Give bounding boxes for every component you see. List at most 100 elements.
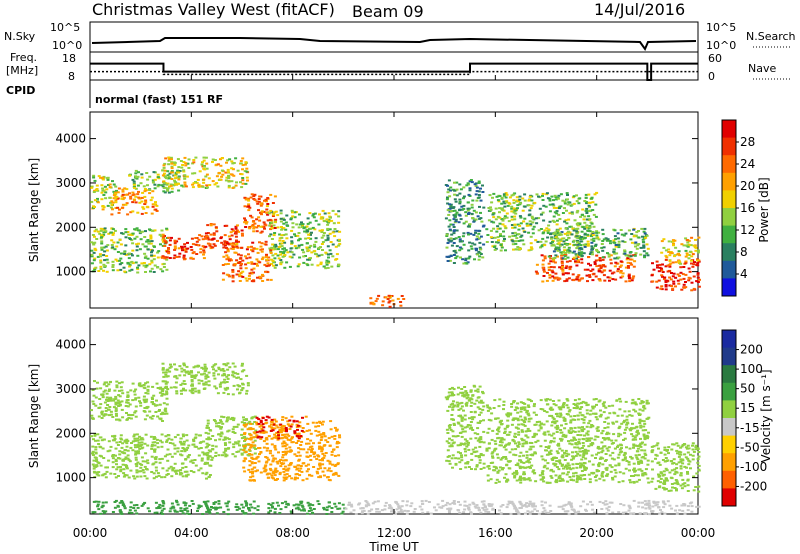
- power-cell-14: [563, 255, 567, 258]
- power-cell-11: [453, 193, 457, 196]
- velocity-cell-7: [523, 504, 527, 507]
- power-cell-15: [696, 276, 700, 279]
- velocity-cell-3: [236, 442, 240, 445]
- power-cell-3: [240, 186, 244, 189]
- power-cell-11: [477, 237, 481, 240]
- velocity-cell-0: [128, 403, 132, 406]
- power-cell-6: [212, 223, 216, 226]
- power-cell-4: [99, 255, 102, 258]
- velocity-cell-0: [160, 394, 164, 397]
- power-cell-14: [637, 236, 641, 239]
- power-cell-8: [313, 228, 317, 231]
- power-cell-14: [557, 242, 561, 245]
- velocity-cell-3: [242, 444, 246, 447]
- velocity-cell-1: [190, 376, 194, 378]
- velocity-cell-3: [220, 431, 224, 434]
- power-cell-13: [548, 276, 552, 279]
- velocity-cell-0: [133, 393, 137, 396]
- velocity-cell-8: [482, 405, 486, 408]
- power-cell-13: [608, 269, 612, 272]
- power-cell-12: [570, 211, 574, 214]
- power-cell-12: [513, 226, 517, 229]
- velocity-cell-1: [202, 367, 205, 370]
- power-cell-14: [567, 237, 571, 240]
- power-cell-8: [318, 213, 321, 216]
- velocity-cell-6: [303, 509, 306, 512]
- velocity-cell-4: [248, 460, 252, 463]
- power-cell-0: [93, 189, 97, 192]
- velocity-cell-0: [114, 403, 118, 406]
- power-cell-7: [252, 195, 256, 198]
- power-cell-11: [450, 206, 454, 209]
- velocity-cell-1: [200, 366, 204, 369]
- power-cell-13: [598, 257, 602, 259]
- power-cell-12: [548, 203, 552, 206]
- velocity-cell-2: [123, 439, 127, 442]
- power-cell-7: [248, 226, 252, 228]
- velocity-cell-4: [305, 477, 309, 480]
- velocity-cell-8: [465, 397, 469, 400]
- power-cell-15: [668, 263, 672, 266]
- velocity-cell-2: [202, 453, 206, 456]
- power-cell-8: [326, 223, 330, 226]
- power-cell-4: [150, 254, 154, 257]
- power-cell-3: [220, 157, 224, 160]
- velocity-cell-0: [121, 392, 125, 395]
- power-cell-4: [116, 241, 120, 244]
- velocity-cell-2: [137, 450, 140, 453]
- power-cell-3: [192, 182, 196, 185]
- power-cell-16: [678, 254, 682, 257]
- velocity-cell-7: [484, 506, 487, 509]
- power-cell-8: [317, 223, 321, 226]
- velocity-cell-6: [153, 511, 157, 514]
- power-cell-4: [153, 229, 157, 232]
- power-cell-1: [155, 210, 159, 212]
- power-cell-8: [291, 226, 295, 229]
- velocity-cell-5: [261, 429, 265, 432]
- power-cell-10: [372, 303, 376, 306]
- power-cell-8: [310, 263, 314, 266]
- velocity-cell-0: [145, 407, 149, 410]
- velocity-cell-8: [460, 388, 464, 390]
- power-cell-8: [292, 253, 296, 256]
- power-cell-4: [145, 240, 149, 243]
- power-cell-7: [264, 200, 268, 203]
- power-cell-12: [510, 239, 514, 242]
- velocity-cell-2: [91, 463, 95, 466]
- power-cell-8: [335, 258, 339, 260]
- power-cell-16: [674, 261, 678, 264]
- power-cell-4: [157, 250, 161, 253]
- power-cell-13: [576, 275, 580, 278]
- power-cell-12: [517, 240, 521, 242]
- power-cell-13: [575, 278, 579, 281]
- power-cell-11: [475, 235, 479, 238]
- velocity-cell-9: [593, 438, 597, 441]
- power-cell-13: [612, 271, 616, 274]
- power-cell-15: [662, 278, 666, 281]
- velocity-cell-4: [273, 474, 277, 477]
- velocity-cell-4: [281, 456, 285, 459]
- velocity-cell-2: [165, 439, 169, 442]
- velocity-cell-7: [528, 500, 532, 503]
- power-cell-4: [137, 229, 140, 232]
- power-cell-2: [173, 181, 177, 184]
- velocity-cell-4: [328, 444, 332, 447]
- power-cell-3: [164, 176, 167, 179]
- velocity-cell-3: [253, 452, 257, 455]
- velocity-cell-4: [310, 449, 314, 452]
- velocity-cell-9: [618, 448, 622, 451]
- power-cell-8: [334, 245, 338, 248]
- power-cell-8: [327, 253, 330, 256]
- velocity-cell-8: [462, 395, 466, 398]
- velocity-cell-4: [254, 470, 258, 473]
- power-cell-4: [150, 240, 154, 243]
- power-cell-7: [265, 208, 269, 211]
- power-cell-11: [466, 225, 470, 228]
- power-cell-12: [500, 246, 504, 249]
- velocity-cell-5: [255, 431, 259, 434]
- power-cell-3: [205, 162, 209, 165]
- velocity-cell-7: [467, 508, 471, 511]
- power-cell-4: [156, 266, 160, 269]
- velocity-cell-6: [101, 510, 105, 513]
- power-cell-14: [634, 241, 638, 244]
